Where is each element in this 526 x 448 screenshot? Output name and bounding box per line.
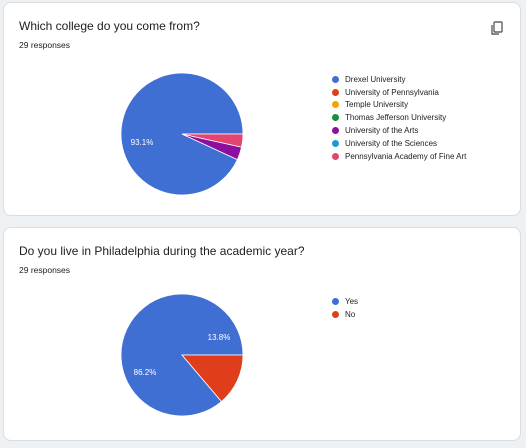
legend-label: University of the Arts (345, 126, 419, 136)
legend-swatch (332, 297, 339, 305)
slice-label-yes: 86.2% (134, 368, 157, 377)
legend-item-drexel-university[interactable]: Drexel University (332, 73, 466, 86)
legend-item-pennsylvania-academy-of-fine-art[interactable]: Pennsylvania Academy of Fine Art (332, 150, 466, 163)
question-card-live-philadelphia: Do you live in Philadelphia during the a… (3, 227, 521, 441)
question-title: Do you live in Philadelphia during the a… (19, 244, 305, 258)
legend-label: Yes (345, 296, 359, 306)
legend-live-philadelphia: Yes No (332, 295, 358, 321)
legend-item-yes[interactable]: Yes (332, 295, 358, 308)
slice-label-drexel-university: 93.1% (131, 138, 154, 147)
legend-label: Temple University (345, 100, 409, 110)
response-count: 29 responses (19, 40, 71, 50)
pie-slice-pennsylvania-academy-of-fine-art[interactable] (181, 133, 244, 148)
slice-label-no: 13.8% (208, 333, 231, 342)
legend-item-university-of-the-arts[interactable]: University of the Arts (332, 124, 466, 137)
copy-chart-button[interactable] (488, 19, 506, 37)
legend-label: Drexel University (345, 74, 406, 84)
legend-swatch (332, 114, 339, 122)
legend-swatch (332, 152, 339, 160)
legend-swatch (332, 88, 339, 96)
response-count: 29 responses (19, 265, 71, 275)
legend-item-university-of-the-sciences[interactable]: University of the Sciences (332, 137, 466, 150)
legend-swatch (332, 310, 339, 318)
legend-label: Thomas Jefferson University (345, 113, 447, 123)
copy-icon (491, 21, 503, 35)
legend-label: University of the Sciences (345, 138, 438, 148)
question-card-college: Which college do you come from? 29 respo… (3, 2, 521, 216)
legend-college: Drexel University University of Pennsylva… (332, 73, 466, 163)
legend-item-no[interactable]: No (332, 308, 358, 321)
legend-item-thomas-jefferson-university[interactable]: Thomas Jefferson University (332, 111, 466, 124)
legend-label: No (345, 309, 356, 319)
legend-swatch (332, 101, 339, 109)
pie-slice-no[interactable] (181, 354, 244, 403)
legend-swatch (332, 127, 339, 135)
question-title: Which college do you come from? (19, 19, 200, 33)
pie-chart-college: 93.1% (120, 72, 244, 196)
legend-swatch (332, 139, 339, 147)
legend-label: Pennsylvania Academy of Fine Art (345, 151, 467, 161)
pie-chart-live-philadelphia: 86.2% 13.8% (120, 293, 244, 417)
legend-item-university-of-pennsylvania[interactable]: University of Pennsylvania (332, 86, 466, 99)
legend-swatch (332, 75, 339, 83)
legend-item-temple-university[interactable]: Temple University (332, 99, 466, 112)
legend-label: University of Pennsylvania (345, 87, 439, 97)
